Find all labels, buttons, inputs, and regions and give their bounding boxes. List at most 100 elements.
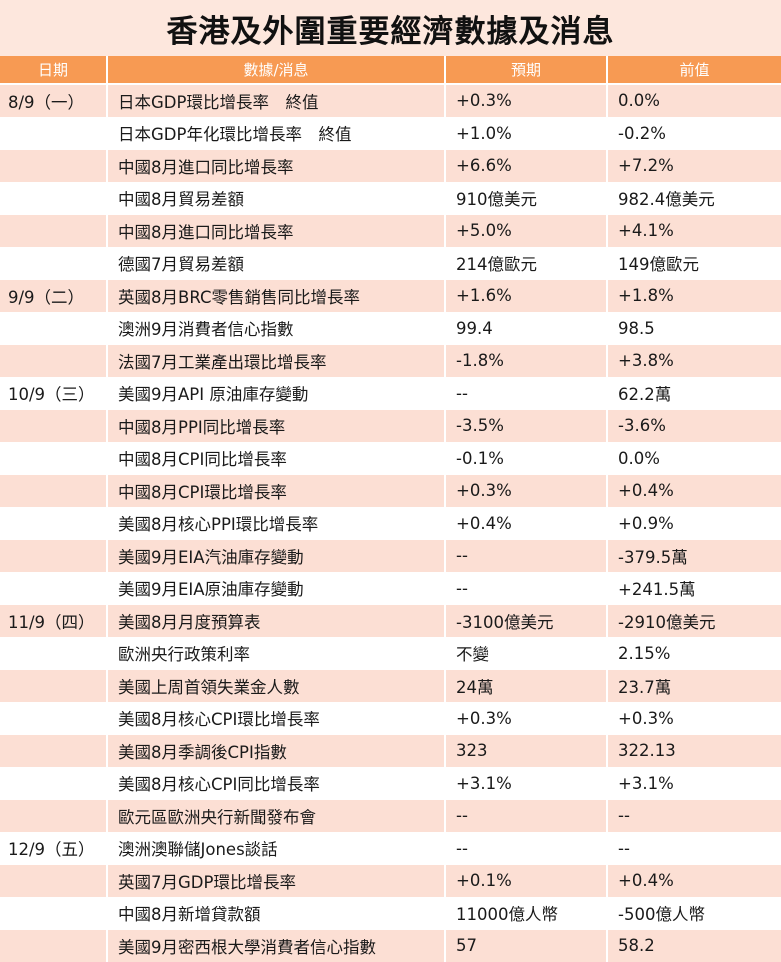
previous-cell: -3.6% [608, 410, 781, 443]
table-row: 美國8月核心PPI環比增長率 +0.4% +0.9% [0, 507, 781, 540]
table-row: 德國7月貿易差額 214億歐元 149億歐元 [0, 247, 781, 280]
item-cell: 美國8月季調後CPI指數 [108, 735, 446, 768]
date-cell [0, 215, 108, 248]
previous-cell: -379.5萬 [608, 540, 781, 573]
previous-cell: +1.8% [608, 280, 781, 313]
forecast-cell: 99.4 [446, 312, 608, 345]
date-cell [0, 345, 108, 378]
item-cell: 美國9月EIA原油庫存變動 [108, 572, 446, 605]
item-cell: 英國8月BRC零售銷售同比增長率 [108, 280, 446, 313]
previous-cell: +3.1% [608, 767, 781, 800]
previous-cell: +3.8% [608, 345, 781, 378]
data-table: 日期 數據/消息 預期 前值 8/9（一） 日本GDP環比增長率 終值 +0.3% 0… [0, 56, 781, 962]
date-cell [0, 182, 108, 215]
table-row: 中國8月進口同比增長率 +5.0% +4.1% [0, 215, 781, 248]
previous-cell: +241.5萬 [608, 572, 781, 605]
date-cell [0, 442, 108, 475]
table-row: 美國上周首領失業金人數 24萬 23.7萬 [0, 670, 781, 703]
item-cell: 德國7月貿易差額 [108, 247, 446, 280]
previous-cell: 23.7萬 [608, 670, 781, 703]
table-header-row: 日期 數據/消息 預期 前值 [0, 56, 781, 85]
item-cell: 美國8月月度預算表 [108, 605, 446, 638]
date-cell [0, 767, 108, 800]
table-row: 中國8月CPI同比增長率 -0.1% 0.0% [0, 442, 781, 475]
forecast-cell: 24萬 [446, 670, 608, 703]
table-row: 中國8月新增貸款額 11000億人幣 -500億人幣 [0, 897, 781, 930]
forecast-cell: -- [446, 540, 608, 573]
date-cell [0, 930, 108, 962]
forecast-cell: -- [446, 800, 608, 833]
item-cell: 澳洲9月消費者信心指數 [108, 312, 446, 345]
date-cell [0, 247, 108, 280]
forecast-cell: +0.3% [446, 702, 608, 735]
date-cell [0, 572, 108, 605]
item-cell: 日本GDP環比增長率 終值 [108, 85, 446, 118]
forecast-cell: -- [446, 377, 608, 410]
column-header-previous: 前值 [608, 56, 781, 85]
table-row: 8/9（一） 日本GDP環比增長率 終值 +0.3% 0.0% [0, 85, 781, 118]
item-cell: 中國8月進口同比增長率 [108, 215, 446, 248]
item-cell: 美國9月API 原油庫存變動 [108, 377, 446, 410]
forecast-cell: -3.5% [446, 410, 608, 443]
previous-cell: +0.4% [608, 865, 781, 898]
table-row: 中國8月貿易差額 910億美元 982.4億美元 [0, 182, 781, 215]
item-cell: 美國9月密西根大學消費者信心指數 [108, 930, 446, 962]
column-header-forecast: 預期 [446, 56, 608, 85]
date-cell: 9/9（二） [0, 280, 108, 313]
previous-cell: -0.2% [608, 117, 781, 150]
previous-cell: 58.2 [608, 930, 781, 962]
table-row: 美國9月EIA原油庫存變動 -- +241.5萬 [0, 572, 781, 605]
forecast-cell: +5.0% [446, 215, 608, 248]
table-row: 中國8月進口同比增長率 +6.6% +7.2% [0, 150, 781, 183]
forecast-cell: +6.6% [446, 150, 608, 183]
previous-cell: 62.2萬 [608, 377, 781, 410]
forecast-cell: +0.3% [446, 475, 608, 508]
forecast-cell: 不變 [446, 637, 608, 670]
table-row: 12/9（五） 澳洲澳聯儲Jones談話 -- -- [0, 832, 781, 865]
previous-cell: +0.3% [608, 702, 781, 735]
table-row: 中國8月PPI同比增長率 -3.5% -3.6% [0, 410, 781, 443]
forecast-cell: +0.1% [446, 865, 608, 898]
previous-cell: 2.15% [608, 637, 781, 670]
table-row: 美國9月密西根大學消費者信心指數 57 58.2 [0, 930, 781, 962]
date-cell: 11/9（四） [0, 605, 108, 638]
previous-cell: 322.13 [608, 735, 781, 768]
forecast-cell: +0.3% [446, 85, 608, 118]
table-row: 9/9（二） 英國8月BRC零售銷售同比增長率 +1.6% +1.8% [0, 280, 781, 313]
table-row: 10/9（三） 美國9月API 原油庫存變動 -- 62.2萬 [0, 377, 781, 410]
table-row: 中國8月CPI環比增長率 +0.3% +0.4% [0, 475, 781, 508]
previous-cell: +4.1% [608, 215, 781, 248]
table-row: 歐元區歐洲央行新聞發布會 -- -- [0, 800, 781, 833]
column-header-date: 日期 [0, 56, 108, 85]
date-cell [0, 312, 108, 345]
table-row: 11/9（四） 美國8月月度預算表 -3100億美元 -2910億美元 [0, 605, 781, 638]
item-cell: 中國8月新增貸款額 [108, 897, 446, 930]
item-cell: 英國7月GDP環比增長率 [108, 865, 446, 898]
forecast-cell: -3100億美元 [446, 605, 608, 638]
previous-cell: 98.5 [608, 312, 781, 345]
table-row: 美國8月季調後CPI指數 323 322.13 [0, 735, 781, 768]
item-cell: 中國8月進口同比增長率 [108, 150, 446, 183]
date-cell [0, 670, 108, 703]
forecast-cell: -1.8% [446, 345, 608, 378]
date-cell [0, 897, 108, 930]
item-cell: 中國8月CPI環比增長率 [108, 475, 446, 508]
page-title: 香港及外圍重要經濟數據及消息 [0, 0, 781, 56]
item-cell: 歐洲央行政策利率 [108, 637, 446, 670]
date-cell [0, 117, 108, 150]
previous-cell: 0.0% [608, 442, 781, 475]
previous-cell: 0.0% [608, 85, 781, 118]
previous-cell: +0.4% [608, 475, 781, 508]
date-cell [0, 702, 108, 735]
forecast-cell: 11000億人幣 [446, 897, 608, 930]
date-cell [0, 865, 108, 898]
item-cell: 中國8月貿易差額 [108, 182, 446, 215]
previous-cell: -500億人幣 [608, 897, 781, 930]
table-row: 美國8月核心CPI同比增長率 +3.1% +3.1% [0, 767, 781, 800]
date-cell: 12/9（五） [0, 832, 108, 865]
item-cell: 中國8月CPI同比增長率 [108, 442, 446, 475]
column-header-item: 數據/消息 [108, 56, 446, 85]
previous-cell: +7.2% [608, 150, 781, 183]
date-cell [0, 800, 108, 833]
